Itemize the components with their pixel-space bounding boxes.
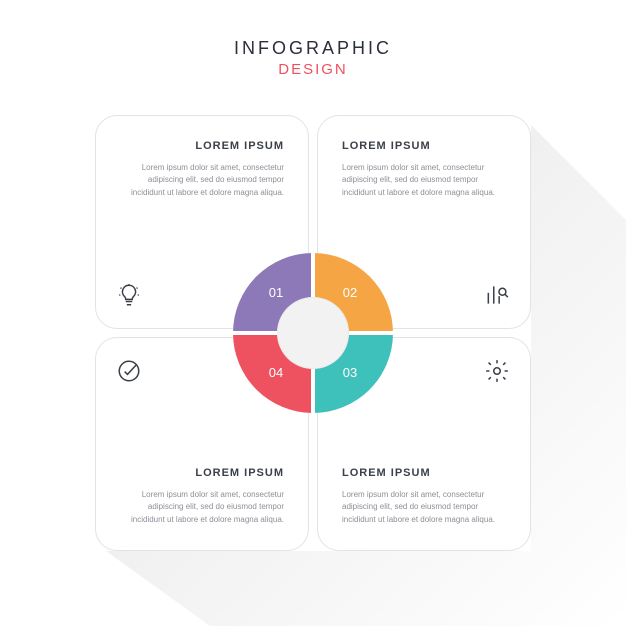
bar-chart-search-icon — [484, 282, 510, 308]
card-heading: LOREM IPSUM — [342, 467, 506, 479]
infographic-grid: LOREM IPSUM Lorem ipsum dolor sit amet, … — [95, 115, 531, 551]
card-body-text: Lorem ipsum dolor sit amet, consectetur … — [120, 489, 284, 526]
card-heading: LOREM IPSUM — [120, 140, 284, 152]
title-main: INFOGRAPHIC — [0, 38, 626, 59]
lightbulb-icon — [116, 282, 142, 308]
ring-number-03: 03 — [335, 365, 365, 380]
card-body-text: Lorem ipsum dolor sit amet, consectetur … — [342, 489, 506, 526]
ring-number-04: 04 — [261, 365, 291, 380]
card-heading: LOREM IPSUM — [342, 140, 506, 152]
center-ring: 01 02 03 04 — [233, 253, 393, 413]
header: INFOGRAPHIC DESIGN — [0, 0, 626, 78]
ring-number-01: 01 — [261, 285, 291, 300]
ring-inner-circle — [277, 297, 349, 369]
card-content: LOREM IPSUM Lorem ipsum dolor sit amet, … — [342, 140, 506, 199]
card-content: LOREM IPSUM Lorem ipsum dolor sit amet, … — [342, 467, 506, 526]
gear-icon — [484, 358, 510, 384]
card-body-text: Lorem ipsum dolor sit amet, consectetur … — [342, 162, 506, 199]
card-body-text: Lorem ipsum dolor sit amet, consectetur … — [120, 162, 284, 199]
card-content: LOREM IPSUM Lorem ipsum dolor sit amet, … — [120, 467, 284, 526]
card-content: LOREM IPSUM Lorem ipsum dolor sit amet, … — [120, 140, 284, 199]
card-heading: LOREM IPSUM — [120, 467, 284, 479]
check-circle-icon — [116, 358, 142, 384]
ring-number-02: 02 — [335, 285, 365, 300]
title-sub: DESIGN — [0, 61, 626, 78]
